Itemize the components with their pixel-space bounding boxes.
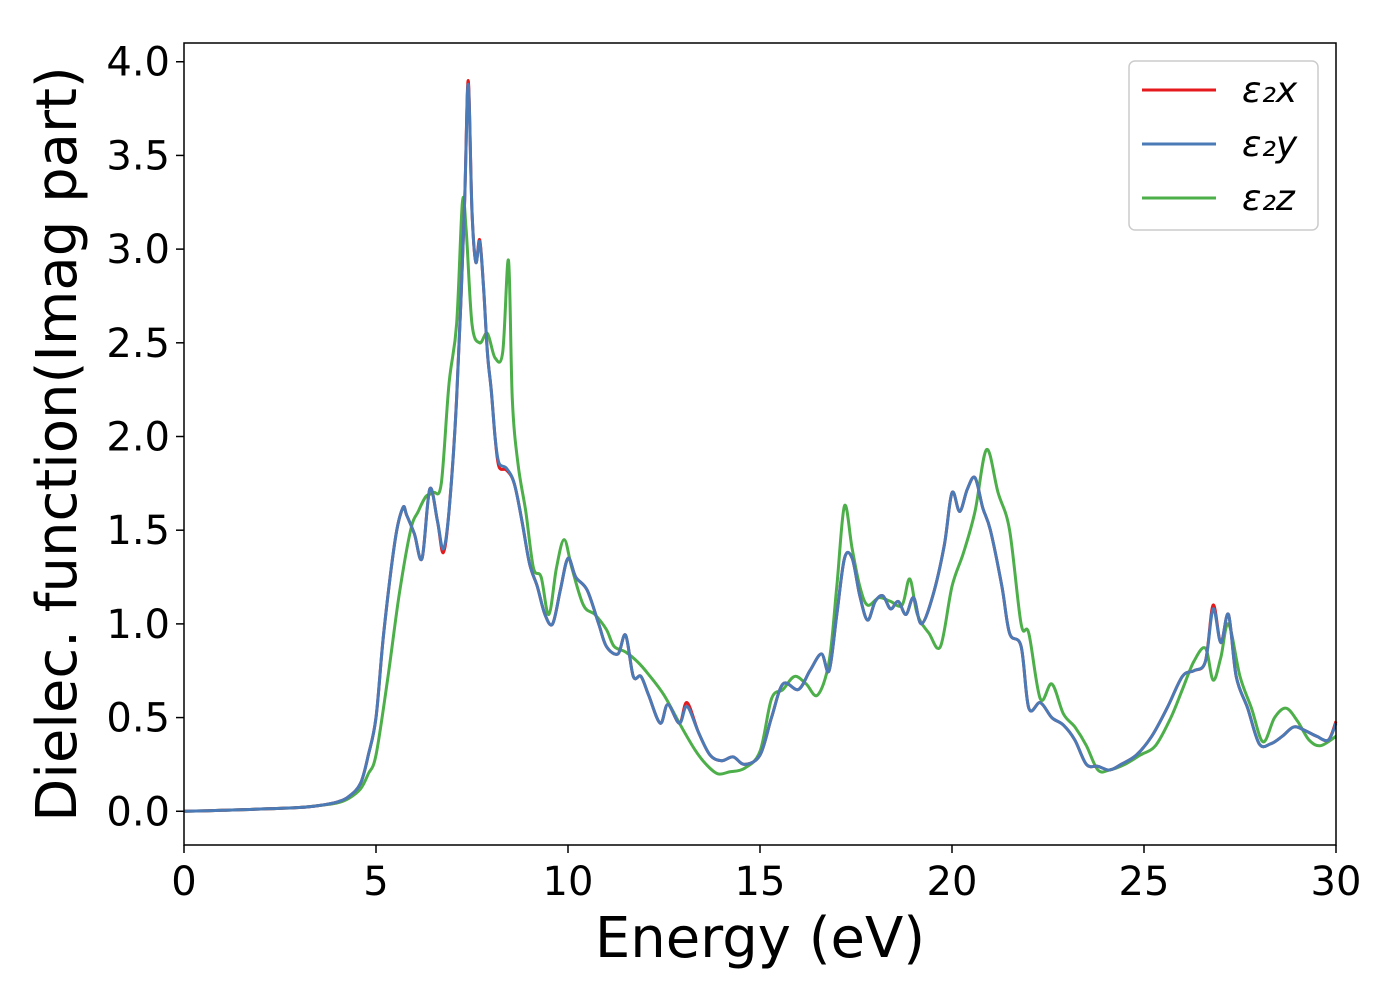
x-tick-label: 20 (927, 859, 978, 905)
y-tick-label: 3.5 (106, 133, 170, 179)
x-axis-title: Energy (eV) (595, 906, 925, 971)
x-tick-label: 30 (1311, 859, 1362, 905)
y-tick-label: 3.0 (106, 227, 170, 273)
x-tick-label: 0 (171, 859, 196, 905)
y-tick-label: 0.0 (106, 789, 170, 835)
legend-label-y: ε₂y (1242, 124, 1298, 165)
series-line-z (183, 195, 1337, 813)
x-tick-label: 10 (543, 859, 594, 905)
series-layer (183, 79, 1338, 813)
x-tick-label: 15 (735, 859, 786, 905)
legend: ε₂x ε₂y ε₂z (1128, 60, 1319, 231)
series-line-y (183, 82, 1338, 813)
y-axis-title: Dielec. function(Imag part) (25, 66, 90, 822)
x-tick-label: 5 (363, 859, 388, 905)
x-tick-label: 25 (1119, 859, 1170, 905)
y-tick-label: 1.0 (106, 602, 170, 648)
y-tick-label: 2.5 (106, 321, 170, 367)
legend-box (1128, 60, 1319, 231)
y-tick-label: 2.0 (106, 415, 170, 461)
y-tick-label: 4.0 (106, 40, 170, 86)
legend-label-x: ε₂x (1242, 70, 1298, 111)
y-tick-label: 1.5 (106, 508, 170, 554)
legend-label-z: ε₂z (1242, 178, 1296, 219)
ticks-layer: 0 5 10 15 20 25 30 0.0 0.5 1.0 1.5 2.0 2.5 3.0 3.5 4.0 (106, 40, 1361, 905)
y-tick-label: 0.5 (106, 696, 170, 742)
plot-frame (183, 42, 1337, 846)
